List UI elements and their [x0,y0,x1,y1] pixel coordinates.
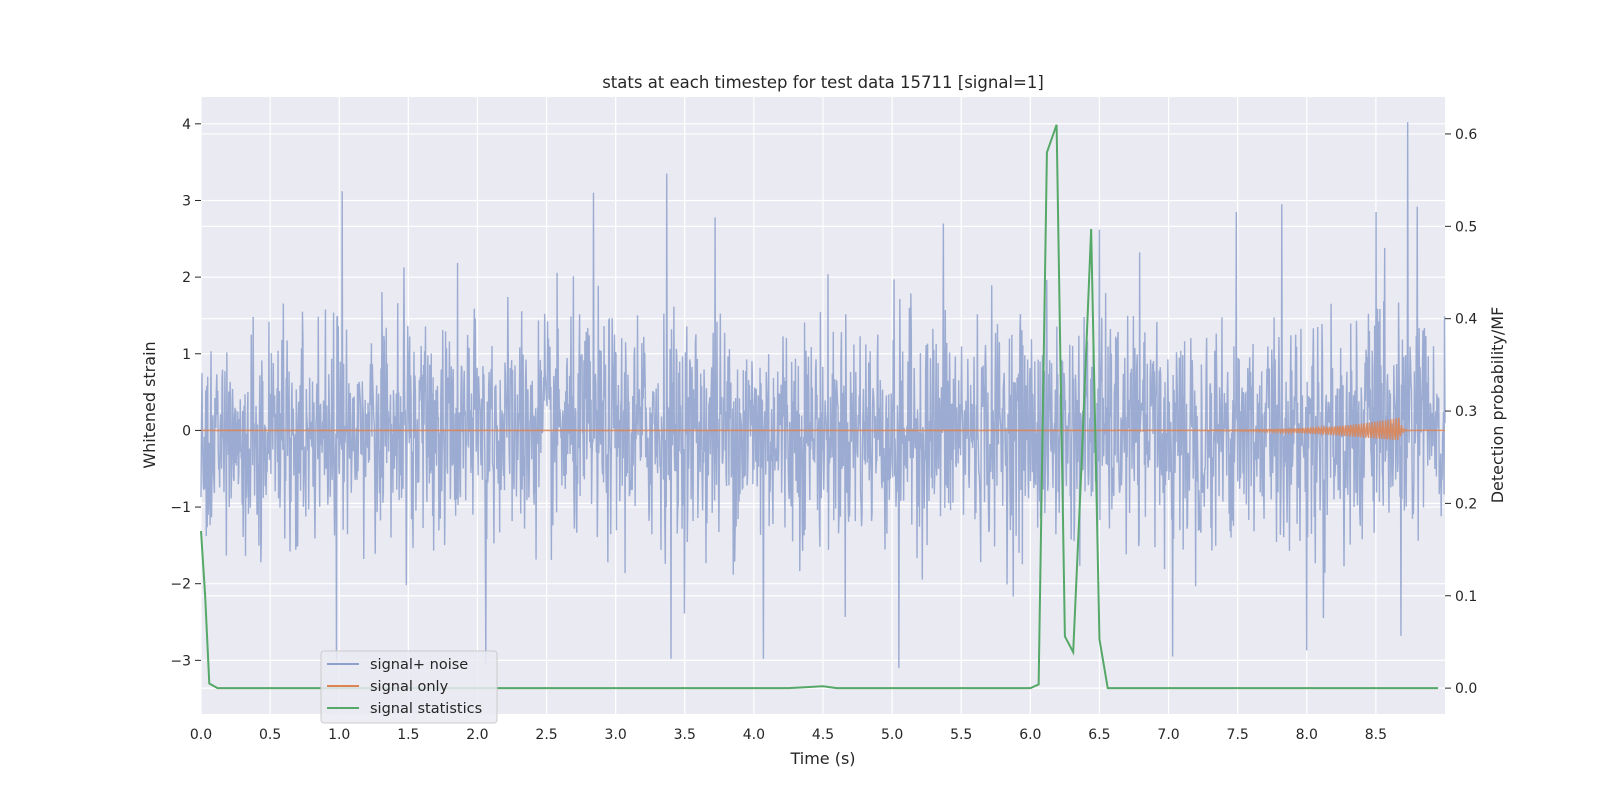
y-tick-label: −1 [170,500,191,516]
y2-tick-label: 0.3 [1455,404,1477,420]
legend: signal+ noise signal only signal statist… [320,650,498,724]
x-tick-label: 0.5 [259,727,281,743]
y2-tick-label: 0.6 [1455,127,1477,143]
y-tick-label: −2 [170,577,191,593]
legend-label-signal-statistics: signal statistics [370,701,482,717]
y2-tick-label: 0.5 [1455,219,1477,235]
series-signal-only [200,417,1445,441]
x-tick-label: 5.5 [950,727,972,743]
y-axis-ticks: −3 −2 −1 0 1 2 3 4 [170,117,201,669]
series-signal-plus-noise [200,122,1446,669]
legend-box [320,650,498,724]
x-tick-label: 2.0 [466,727,488,743]
signal-only-line [200,417,1445,441]
legend-label-signal-plus-noise: signal+ noise [370,657,468,673]
y-tick-label: 3 [182,193,191,209]
y2-tick-label: 0.4 [1455,312,1477,328]
x-tick-label: 4.0 [743,727,765,743]
x-tick-label: 6.0 [1019,727,1041,743]
x-tick-label: 4.5 [812,727,834,743]
y2-tick-label: 0.1 [1455,589,1477,605]
y-tick-label: 0 [182,423,191,439]
y-tick-label: 4 [182,117,191,133]
chart-title: stats at each timestep for test data 157… [602,73,1044,92]
y2-axis-label: Detection probability/MF [1488,307,1507,504]
x-tick-label: 7.5 [1227,727,1249,743]
signal-statistics-line [200,124,1439,690]
x-tick-label: 0.0 [190,727,212,743]
x-tick-label: 3.5 [674,727,696,743]
x-axis-ticks: 0.0 0.5 1.0 1.5 2.0 2.5 3.0 3.5 4.0 4.5 5.0 5.5 6.0 6… [190,727,1387,743]
x-tick-label: 8.5 [1365,727,1387,743]
x-tick-label: 1.5 [397,727,419,743]
y2-tick-label: 0.2 [1455,496,1477,512]
x-tick-label: 6.5 [1088,727,1110,743]
y2-axis-ticks: 0.0 0.1 0.2 0.3 0.4 0.5 0.6 [1445,127,1477,697]
x-axis-label: Time (s) [789,749,855,768]
x-tick-label: 8.0 [1296,727,1318,743]
y2-tick-label: 0.0 [1455,681,1477,697]
x-tick-label: 3.0 [605,727,627,743]
x-tick-label: 5.0 [881,727,903,743]
y-tick-label: −3 [170,653,191,669]
y-axis-label: Whitened strain [140,341,159,468]
legend-label-signal-only: signal only [370,679,449,695]
y-tick-label: 1 [182,347,191,363]
x-tick-label: 1.0 [328,727,350,743]
y-tick-label: 2 [182,270,191,286]
signal-plus-noise-line [200,122,1446,669]
series-signal-statistics [200,124,1439,690]
x-tick-label: 2.5 [535,727,557,743]
x-tick-label: 7.0 [1157,727,1179,743]
